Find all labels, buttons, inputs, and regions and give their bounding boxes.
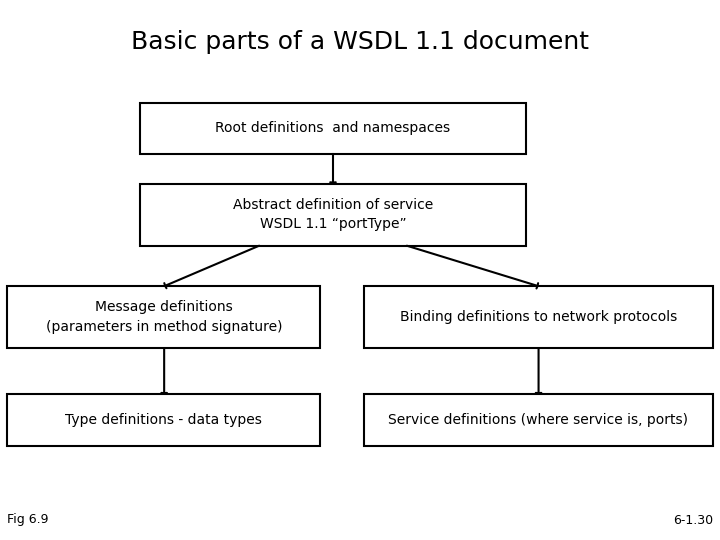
Text: Fig 6.9: Fig 6.9: [7, 514, 49, 526]
Text: Root definitions  and namespaces: Root definitions and namespaces: [215, 122, 451, 135]
FancyBboxPatch shape: [364, 394, 713, 446]
Text: Abstract definition of service
WSDL 1.1 “portType”: Abstract definition of service WSDL 1.1 …: [233, 198, 433, 232]
Text: Basic parts of a WSDL 1.1 document: Basic parts of a WSDL 1.1 document: [131, 30, 589, 53]
FancyBboxPatch shape: [7, 394, 320, 446]
FancyBboxPatch shape: [364, 286, 713, 348]
Text: Binding definitions to network protocols: Binding definitions to network protocols: [400, 310, 677, 324]
FancyBboxPatch shape: [7, 286, 320, 348]
Text: Type definitions - data types: Type definitions - data types: [66, 413, 262, 427]
FancyBboxPatch shape: [140, 103, 526, 154]
FancyBboxPatch shape: [140, 184, 526, 246]
Text: Service definitions (where service is, ports): Service definitions (where service is, p…: [388, 413, 688, 427]
Text: Message definitions
(parameters in method signature): Message definitions (parameters in metho…: [45, 300, 282, 334]
Text: 6-1.30: 6-1.30: [672, 514, 713, 526]
